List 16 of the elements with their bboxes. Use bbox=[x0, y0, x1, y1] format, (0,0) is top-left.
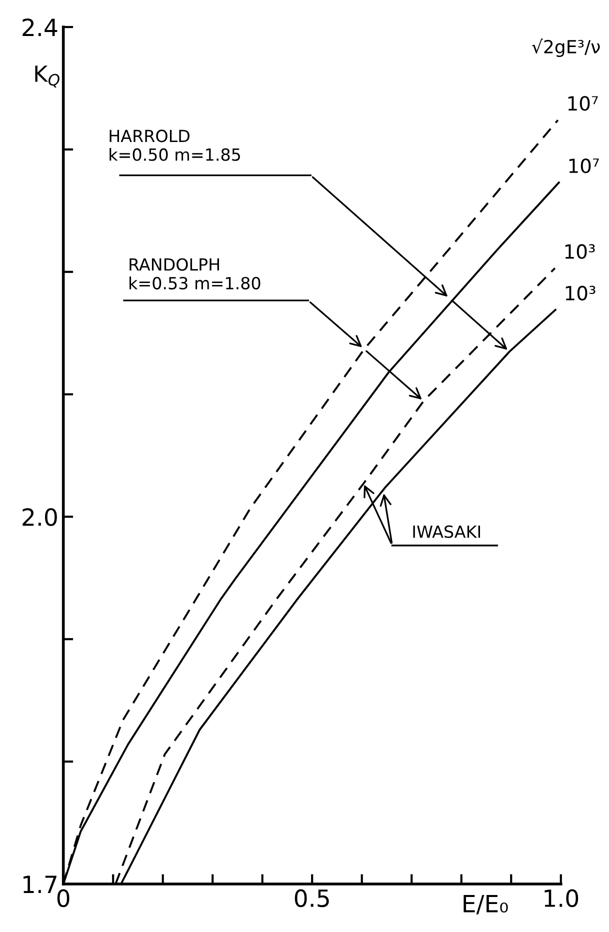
legend-title: √2gE³/ν bbox=[532, 38, 600, 58]
series-label: 10³ bbox=[566, 286, 596, 301]
x-tick-label: 1.0 bbox=[544, 889, 578, 908]
series-label: 10⁷ bbox=[569, 158, 599, 174]
x-tick-label: 0.5 bbox=[294, 889, 329, 908]
annotation: IWASAKI bbox=[413, 525, 480, 538]
annotation: RANDOLPH k=0.53 m=1.80 bbox=[130, 258, 260, 290]
x-tick-label: 0 bbox=[57, 889, 70, 908]
y-axis-title: K$_{Q}$ bbox=[35, 66, 60, 88]
x-axis-title: E/E₀ bbox=[464, 895, 508, 914]
series-label: 10⁷ bbox=[568, 96, 598, 111]
y-tick-label: 2.0 bbox=[22, 508, 57, 526]
series-label: 10³ bbox=[565, 244, 595, 259]
y-tick-label: 1.7 bbox=[24, 876, 56, 893]
annotation: HARROLD k=0.50 m=1.85 bbox=[110, 130, 240, 161]
y-tick-label: 2.4 bbox=[22, 18, 58, 36]
